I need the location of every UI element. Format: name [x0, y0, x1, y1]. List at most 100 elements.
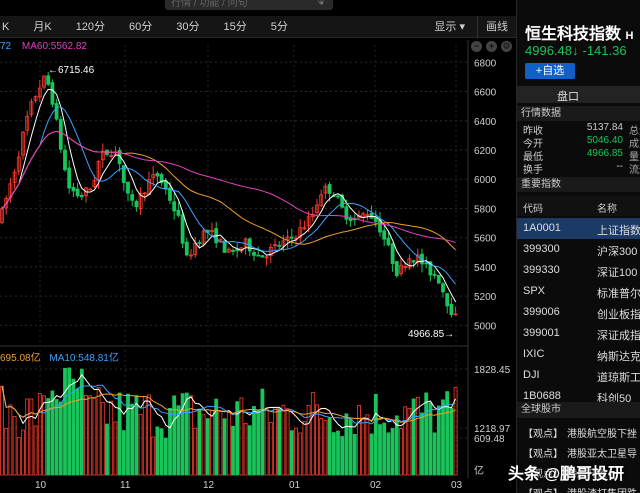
- tab-orderbook-label: 盘口: [557, 91, 579, 103]
- volume-bar: [138, 413, 143, 476]
- candle-body: [193, 243, 198, 256]
- index-row[interactable]: IXIC 纳斯达克: [517, 344, 640, 365]
- candle-body: [252, 252, 256, 256]
- tab-orderbook[interactable]: 盘口: [517, 86, 640, 103]
- news-item[interactable]: 【观点】 港股亚太卫星导: [517, 441, 640, 461]
- news-item[interactable]: 【观点】 港股开盘: [517, 461, 640, 481]
- period-120m[interactable]: 120分: [75, 20, 106, 33]
- price-tick: 6800: [474, 58, 497, 69]
- candle-body: [100, 150, 105, 161]
- volume-bar: [63, 367, 67, 476]
- candle-body: [243, 238, 248, 247]
- candle-body: [428, 261, 433, 276]
- index-row[interactable]: DJI 道琼斯工: [517, 365, 640, 386]
- volume-bar: [436, 405, 441, 476]
- draw-line-button[interactable]: 画线: [486, 20, 508, 33]
- stat-value: 5046.40: [586, 135, 623, 146]
- period-k[interactable]: K: [2, 20, 10, 33]
- candle-body: [151, 174, 156, 179]
- volume-bar: [210, 410, 214, 476]
- index-row[interactable]: 399300 沪深300: [517, 239, 640, 260]
- candle-body: [445, 293, 450, 307]
- volume-bar: [445, 391, 450, 476]
- candle-body: [327, 184, 332, 194]
- news-text: 港股渣打集团跌: [567, 485, 637, 493]
- period-30m[interactable]: 30分: [176, 20, 200, 33]
- gear-icon[interactable]: ⚙: [501, 41, 512, 52]
- stat-row: 昨收 5137.84 总量: [521, 122, 640, 137]
- news-item[interactable]: 【观点】港股渣打集团跌: [517, 481, 640, 493]
- period-60m[interactable]: 60分: [129, 20, 153, 33]
- index-row[interactable]: 399006 创业板指: [517, 302, 640, 323]
- candle-body: [319, 194, 324, 206]
- stat-row: 最低 4966.85 量比: [521, 148, 640, 163]
- volume-bar: [134, 395, 139, 476]
- stat-value: --: [616, 161, 623, 172]
- news-item[interactable]: 【观点】 港股航空股下挫: [517, 421, 640, 441]
- axes-layer: 6800 6600 6400 6200 6000 5800 5600 5400 5200 5000…: [35, 58, 511, 491]
- high-annotation: ←6715.46: [48, 65, 95, 76]
- index-row-name: 道琼斯工: [597, 372, 640, 384]
- volume-bar: [428, 402, 433, 476]
- candle-body: [29, 101, 34, 115]
- volume-bar: [306, 404, 311, 476]
- index-row[interactable]: SPX 标准普尔: [517, 281, 640, 302]
- volume-bar: [42, 395, 46, 476]
- stat-row: 今开 5046.40 成交: [521, 135, 640, 150]
- index-market-suffix: H: [625, 30, 634, 42]
- volume-bar: [273, 406, 277, 476]
- candle-body: [411, 260, 416, 263]
- volume-bar: [46, 398, 51, 476]
- ma-left-value: 72: [0, 41, 12, 52]
- index-code: 1A0001: [523, 222, 561, 234]
- price-tick: 6200: [474, 146, 497, 157]
- stat-label: 昨收: [523, 126, 543, 137]
- index-row[interactable]: 1A0001 上证指数: [517, 218, 640, 239]
- period-month[interactable]: 月K: [33, 20, 52, 33]
- volume-bar: [235, 401, 240, 476]
- candle-body: [155, 173, 160, 177]
- display-menu-button[interactable]: 显示 ▾: [426, 16, 473, 38]
- volume-bar: [315, 404, 319, 476]
- time-tick: 03: [451, 480, 463, 491]
- add-watchlist-button[interactable]: +自选: [525, 63, 575, 79]
- candle-body: [130, 194, 135, 201]
- search-input[interactable]: 行情 / 功能 / 问句 🎙: [165, 0, 333, 10]
- ma-legend: 72 MA60:5562.82: [0, 41, 95, 52]
- volume-bar: [373, 393, 378, 476]
- volume-bar: [386, 432, 391, 476]
- period-5m[interactable]: 5分: [270, 20, 288, 33]
- candle-body: [277, 244, 282, 247]
- candle-body: [298, 227, 303, 238]
- index-row[interactable]: 399001 深证成指: [517, 323, 640, 344]
- candle-body: [348, 217, 353, 222]
- volume-bar: [8, 404, 13, 476]
- candle-body: [306, 216, 311, 227]
- candle-body: [12, 171, 17, 183]
- volume-bar: [231, 425, 235, 476]
- news-tag: 【观点】: [523, 485, 563, 493]
- volume-bar: [441, 399, 445, 476]
- candle-body: [58, 119, 63, 150]
- volume-bar: [159, 428, 164, 476]
- candle-body: [67, 167, 72, 189]
- period-15m[interactable]: 15分: [223, 20, 247, 33]
- volume-bar: [96, 386, 101, 476]
- volume-legend: 695.08亿 MA10:548.81亿: [0, 349, 119, 364]
- minus-icon[interactable]: −: [471, 41, 482, 52]
- volume-bar: [180, 393, 185, 476]
- volume-tick: 1828.45: [474, 365, 511, 376]
- microphone-icon[interactable]: 🎙: [314, 0, 327, 6]
- price-value: 4996.48↓: [525, 43, 579, 58]
- candles-layer: [0, 72, 458, 318]
- candle-body: [25, 115, 30, 131]
- candle-body: [344, 206, 349, 220]
- plus-icon[interactable]: +: [486, 41, 497, 52]
- volume-ma-line: [1, 386, 456, 423]
- index-code: SPX: [523, 285, 546, 297]
- volume-bar: [113, 421, 118, 476]
- index-row[interactable]: 399330 深证100: [517, 260, 640, 281]
- candlestick-chart[interactable]: 6800 6600 6400 6200 6000 5800 5600 5400 5200 5000…: [0, 0, 516, 493]
- candle-body: [168, 187, 172, 201]
- volume-ma-line: [1, 373, 457, 429]
